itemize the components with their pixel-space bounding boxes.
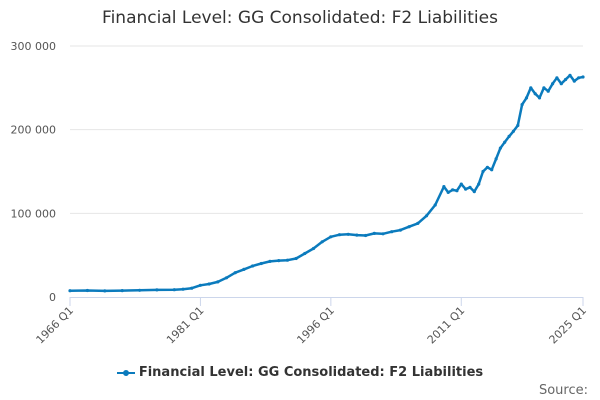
data-point: [181, 287, 185, 291]
data-point: [446, 190, 450, 194]
data-point: [303, 251, 307, 256]
x-tick-label: 1996 Q1: [294, 304, 337, 347]
data-point: [468, 185, 472, 189]
data-point: [533, 92, 537, 96]
data-point: [138, 288, 142, 292]
data-point: [581, 75, 585, 79]
data-point: [503, 140, 507, 144]
data-point: [481, 169, 485, 174]
data-point: [572, 79, 576, 83]
data-point: [529, 86, 533, 90]
data-point: [555, 76, 559, 80]
data-point: [442, 185, 446, 189]
data-point: [577, 76, 581, 80]
x-tick-label: 2011 Q1: [425, 304, 468, 347]
x-tick-label: 2025 Q1: [547, 304, 590, 347]
data-point: [546, 89, 550, 93]
data-point: [337, 233, 342, 237]
data-point: [459, 182, 463, 186]
data-point: [424, 214, 429, 218]
data-point: [103, 289, 107, 293]
y-tick-label: 100 000: [11, 207, 57, 220]
data-point: [451, 188, 455, 192]
y-tick-label: 300 000: [11, 40, 57, 53]
data-point: [477, 182, 481, 186]
data-point: [207, 282, 211, 286]
data-point: [155, 288, 159, 292]
legend-label: Financial Level: GG Consolidated: F2 Lia…: [138, 365, 484, 380]
data-point: [233, 271, 237, 275]
series-line: [68, 74, 585, 293]
grid-lines: [70, 45, 583, 214]
data-point: [390, 230, 394, 234]
data-point: [224, 276, 229, 280]
data-point: [268, 259, 272, 263]
data-point: [455, 189, 459, 193]
data-point: [490, 168, 494, 172]
data-point: [216, 280, 220, 284]
data-point: [294, 256, 298, 261]
source-label: Source:: [538, 383, 588, 398]
data-point: [485, 165, 489, 169]
series-group: [68, 73, 585, 293]
data-point: [433, 203, 437, 207]
data-point: [559, 82, 563, 86]
data-point: [355, 233, 359, 237]
data-point: [464, 187, 468, 191]
data-point: [472, 190, 476, 194]
legend-symbol-icon: [116, 368, 135, 378]
data-point: [416, 221, 420, 225]
data-point: [190, 286, 194, 290]
legend[interactable]: Financial Level: GG Consolidated: F2 Lia…: [0, 365, 600, 380]
data-point: [277, 259, 281, 263]
data-point: [537, 96, 542, 100]
data-point: [564, 77, 568, 82]
data-point: [542, 86, 546, 90]
data-point: [551, 82, 555, 86]
data-point: [398, 228, 402, 232]
data-point: [68, 289, 72, 293]
data-point: [507, 134, 511, 138]
data-point: [346, 232, 350, 236]
data-point: [364, 233, 368, 238]
data-point: [520, 103, 524, 107]
data-point: [372, 231, 376, 235]
y-axis: 0 100 000 200 000 300 000: [11, 40, 57, 304]
data-point: [407, 225, 411, 229]
y-tick-label: 200 000: [11, 124, 57, 137]
data-point: [311, 246, 316, 251]
data-point: [85, 288, 89, 293]
data-point: [494, 157, 498, 161]
data-point: [259, 261, 263, 266]
data-point: [198, 283, 202, 287]
data-point: [242, 267, 246, 271]
data-point: [524, 96, 529, 100]
data-point: [381, 232, 385, 236]
data-point: [120, 289, 124, 293]
data-point: [251, 264, 255, 268]
x-tick-label: 1981 Q1: [164, 304, 207, 347]
data-point: [329, 235, 333, 239]
data-point: [320, 240, 324, 244]
x-axis: 1966 Q1 1981 Q1 1996 Q1 2011 Q1 2025 Q1: [34, 297, 590, 347]
data-point: [285, 258, 289, 262]
chart-title: Financial Level: GG Consolidated: F2 Lia…: [102, 8, 498, 28]
data-point: [568, 73, 572, 77]
data-point: [516, 123, 520, 128]
data-point: [498, 146, 502, 150]
data-point: [511, 129, 515, 133]
y-tick-label: 0: [49, 291, 56, 304]
x-tick-label: 1966 Q1: [34, 304, 77, 347]
data-point: [172, 288, 176, 292]
